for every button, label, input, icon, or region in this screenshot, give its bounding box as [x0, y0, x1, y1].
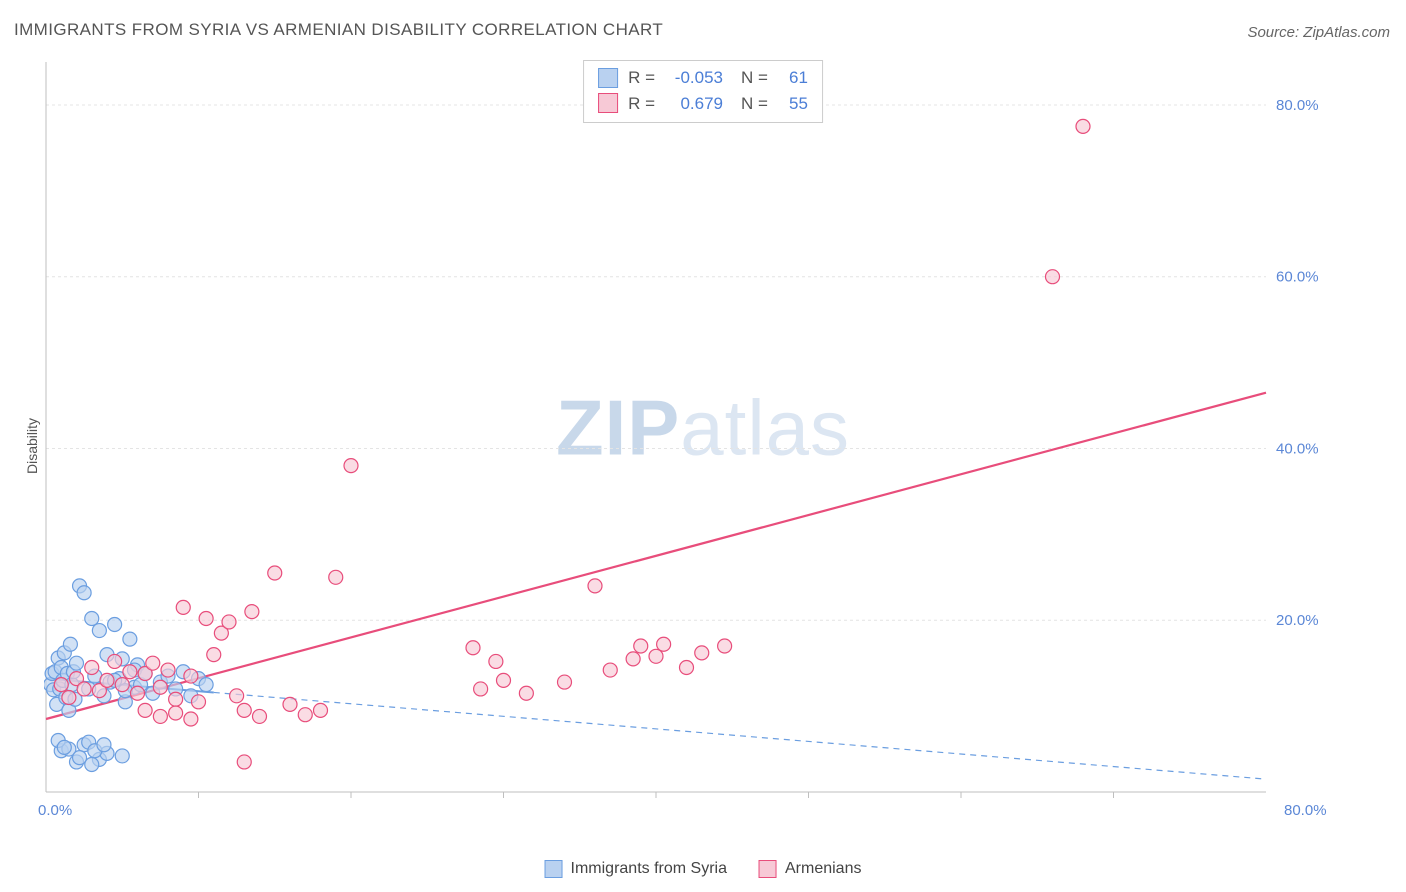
- legend-swatch: [545, 860, 563, 878]
- legend-swatch: [598, 93, 618, 113]
- svg-text:60.0%: 60.0%: [1276, 269, 1319, 286]
- x-axis-tick-max: 80.0%: [1284, 802, 1327, 819]
- legend-swatch: [598, 68, 618, 88]
- svg-text:20.0%: 20.0%: [1276, 612, 1319, 629]
- page-container: IMMIGRANTS FROM SYRIA VS ARMENIAN DISABI…: [0, 0, 1406, 892]
- source-attribution: Source: ZipAtlas.com: [1247, 24, 1390, 41]
- scatter-chart: 20.0% 40.0% 60.0% 80.0%: [44, 56, 1336, 816]
- legend-series-label: Immigrants from Syria: [571, 860, 727, 877]
- svg-text:80.0%: 80.0%: [1276, 97, 1319, 114]
- legend-n-label: N =: [741, 65, 768, 91]
- legend-r-label: R =: [628, 65, 655, 91]
- legend-correlation-row: R = -0.053 N = 61: [598, 65, 808, 91]
- legend-r-value: 0.679: [665, 91, 723, 117]
- legend-r-value: -0.053: [665, 65, 723, 91]
- legend-swatch: [759, 860, 777, 878]
- x-axis-tick-min: 0.0%: [38, 802, 72, 819]
- legend-correlation-row: R = 0.679 N = 55: [598, 91, 808, 117]
- legend-series-item: Armenians: [759, 860, 861, 878]
- legend-n-value: 55: [778, 91, 808, 117]
- legend-r-label: R =: [628, 91, 655, 117]
- legend-series: Immigrants from Syria Armenians: [545, 860, 862, 878]
- legend-n-label: N =: [741, 91, 768, 117]
- legend-correlation: R = -0.053 N = 61 R = 0.679 N = 55: [583, 60, 823, 123]
- legend-series-item: Immigrants from Syria: [545, 860, 727, 878]
- y-axis-label: Disability: [24, 418, 40, 474]
- legend-n-value: 61: [778, 65, 808, 91]
- svg-text:40.0%: 40.0%: [1276, 440, 1319, 457]
- legend-series-label: Armenians: [785, 860, 861, 877]
- chart-title: IMMIGRANTS FROM SYRIA VS ARMENIAN DISABI…: [14, 20, 663, 40]
